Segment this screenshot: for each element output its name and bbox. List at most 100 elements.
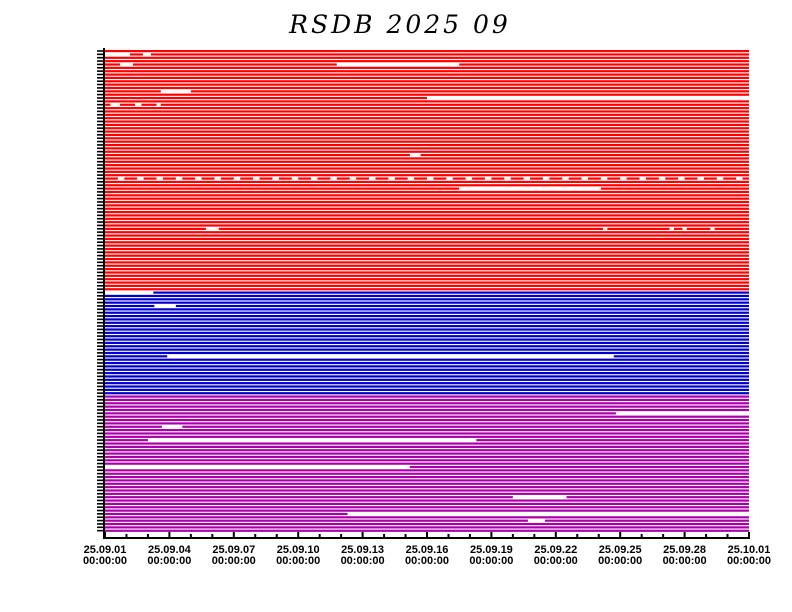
data-segment xyxy=(105,113,749,116)
data-segment xyxy=(105,60,749,63)
data-segment xyxy=(105,103,111,106)
x-tick-label-time: 00:00:00 xyxy=(663,555,707,567)
data-segment xyxy=(182,425,749,428)
data-segment xyxy=(105,311,749,314)
data-segment xyxy=(105,237,749,241)
data-segment xyxy=(105,117,749,120)
data-segment xyxy=(105,194,749,197)
data-segment xyxy=(433,177,447,180)
data-segment xyxy=(510,177,524,180)
data-segment xyxy=(105,211,749,214)
data-segment xyxy=(105,70,749,73)
data-segment xyxy=(105,86,749,90)
data-segment xyxy=(105,257,749,261)
data-segment xyxy=(105,486,749,489)
data-segment xyxy=(105,224,749,227)
data-segment xyxy=(132,63,337,66)
data-segment xyxy=(105,281,749,284)
data-segment xyxy=(105,408,749,412)
data-segment xyxy=(190,90,749,93)
data-segment xyxy=(105,130,749,133)
data-segment xyxy=(105,254,749,257)
data-segment xyxy=(105,187,460,190)
data-segment xyxy=(105,214,749,217)
data-segment xyxy=(105,133,749,137)
x-tick-label-date: 25.09.04 xyxy=(148,544,192,556)
data-segment xyxy=(162,177,176,180)
data-segment xyxy=(105,341,749,345)
data-segment xyxy=(105,153,410,157)
data-segment xyxy=(105,526,749,529)
data-segment xyxy=(105,512,348,516)
data-segment xyxy=(105,227,206,230)
data-segment xyxy=(259,177,273,180)
data-segment xyxy=(105,405,749,408)
x-tick-label-date: 25.09.25 xyxy=(599,544,642,556)
data-segment xyxy=(105,284,749,287)
data-segment xyxy=(105,452,749,455)
data-segment xyxy=(240,177,254,180)
data-segment xyxy=(105,83,749,86)
data-segment xyxy=(105,382,749,385)
data-segment xyxy=(105,529,749,532)
data-segment xyxy=(105,499,749,502)
data-segment xyxy=(105,328,749,331)
x-tick-label-date: 25.09.01 xyxy=(84,544,127,556)
data-segment xyxy=(105,278,749,281)
data-segment xyxy=(105,50,749,53)
data-segment xyxy=(160,103,750,106)
data-segment xyxy=(105,66,749,69)
data-segment xyxy=(105,180,749,184)
data-segment xyxy=(105,479,749,482)
data-segment xyxy=(105,522,749,526)
data-segment xyxy=(105,338,749,341)
data-segment xyxy=(742,177,749,180)
data-segment xyxy=(105,318,749,321)
data-segment xyxy=(298,177,312,180)
x-tick-label-time: 00:00:00 xyxy=(341,555,385,567)
data-segment xyxy=(105,472,749,475)
data-segment xyxy=(105,321,749,324)
data-segment xyxy=(105,100,749,103)
data-segment xyxy=(105,375,749,378)
data-segment xyxy=(105,368,749,371)
data-segment xyxy=(105,496,513,499)
data-segment xyxy=(105,301,749,304)
data-segment xyxy=(394,177,408,180)
data-segment xyxy=(105,415,749,418)
data-segment xyxy=(141,103,157,106)
data-segment xyxy=(105,392,749,395)
data-segment xyxy=(143,177,157,180)
data-segment xyxy=(105,308,749,311)
data-segment xyxy=(105,365,749,368)
data-segment xyxy=(105,351,749,355)
x-tick-label-time: 00:00:00 xyxy=(469,555,513,567)
data-segment xyxy=(105,184,749,187)
x-tick-label-time: 00:00:00 xyxy=(534,555,578,567)
data-segment xyxy=(105,107,749,110)
data-segment xyxy=(105,147,749,150)
data-segment xyxy=(105,449,749,452)
data-segment xyxy=(105,325,749,328)
x-tick-label-date: 25.09.13 xyxy=(341,544,384,556)
data-segment xyxy=(105,412,616,415)
data-segment xyxy=(150,53,749,56)
data-segment xyxy=(105,56,749,59)
data-segment xyxy=(105,502,749,506)
data-segment xyxy=(201,177,215,180)
data-segment xyxy=(105,445,749,448)
data-segment xyxy=(129,53,143,56)
data-segment xyxy=(105,422,749,425)
data-segment xyxy=(452,177,466,180)
data-segment xyxy=(105,76,749,80)
data-segment xyxy=(420,153,749,157)
data-segment xyxy=(105,157,749,160)
data-segment xyxy=(684,177,698,180)
data-segment xyxy=(645,177,659,180)
data-segment xyxy=(568,177,582,180)
data-segment xyxy=(105,268,749,271)
data-segment xyxy=(105,174,749,177)
data-segment xyxy=(105,127,749,130)
data-segment xyxy=(105,143,749,147)
